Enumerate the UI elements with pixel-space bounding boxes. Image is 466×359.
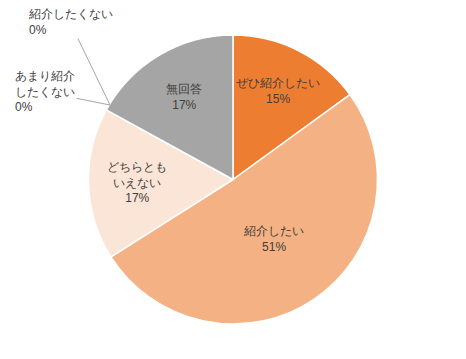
svg-text:ぜひ紹介したい15%: ぜひ紹介したい15%: [236, 76, 320, 106]
svg-text:あまり紹介したくない0%: あまり紹介したくない0%: [15, 69, 75, 114]
svg-text:どちらともいえない17%: どちらともいえない17%: [107, 160, 167, 205]
svg-text:無回答17%: 無回答17%: [166, 82, 202, 112]
svg-text:紹介したい51%: 紹介したい51%: [243, 224, 304, 254]
svg-text:紹介したくない0%: 紹介したくない0%: [28, 7, 113, 37]
